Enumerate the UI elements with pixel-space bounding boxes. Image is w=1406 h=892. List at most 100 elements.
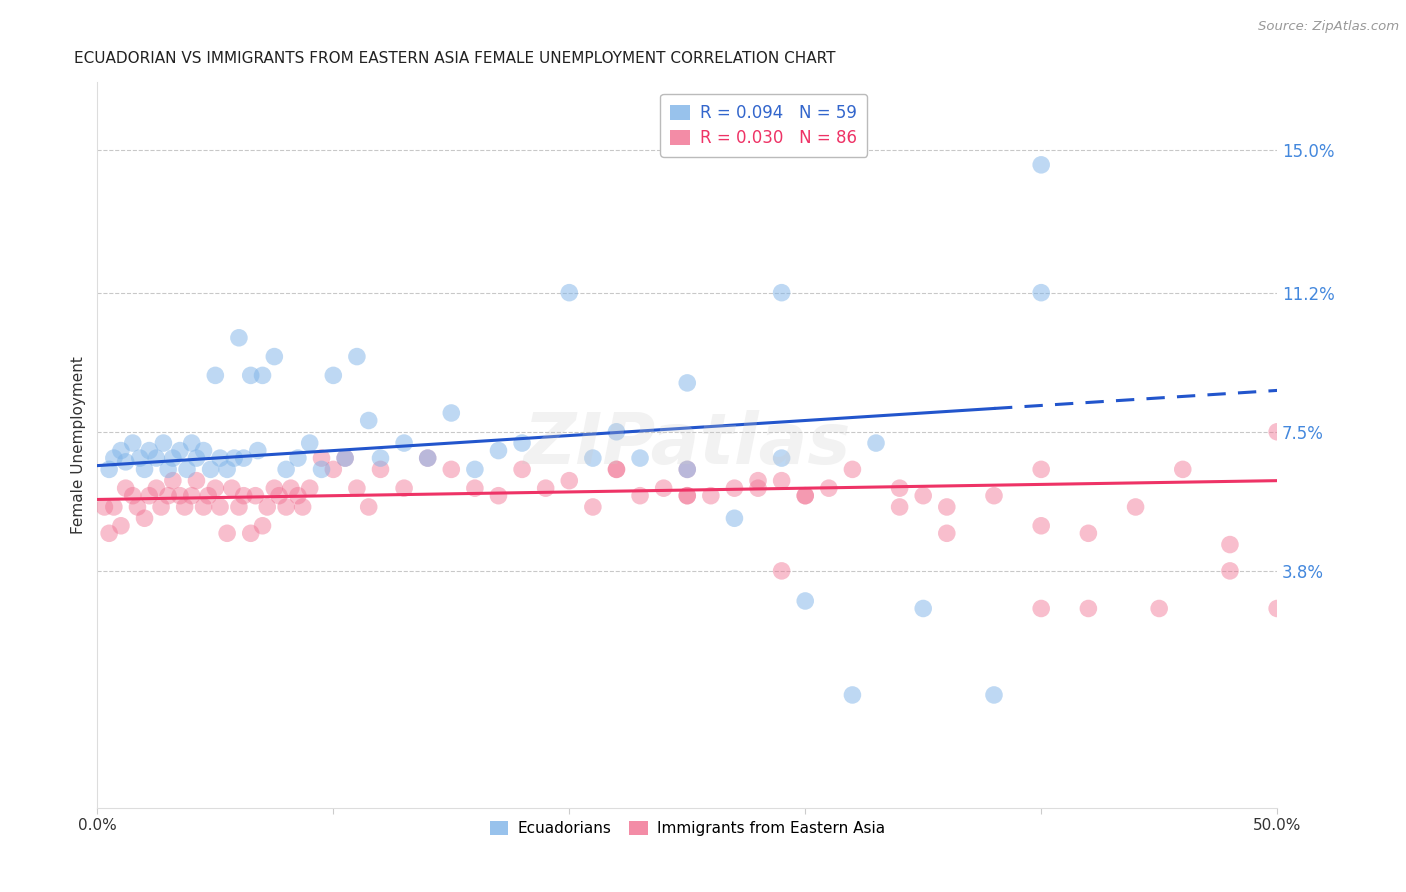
Point <box>93 500 115 514</box>
Point <box>152 436 174 450</box>
Point <box>263 350 285 364</box>
Point <box>1031 601 1053 615</box>
Point <box>256 500 278 514</box>
Point <box>983 688 1005 702</box>
Point <box>145 451 167 466</box>
Point <box>245 489 267 503</box>
Point <box>370 451 392 466</box>
Point <box>1031 462 1053 476</box>
Point <box>912 601 935 615</box>
Point <box>311 462 333 476</box>
Point <box>1031 158 1053 172</box>
Point <box>1031 518 1053 533</box>
Point <box>110 518 132 533</box>
Point <box>346 350 368 364</box>
Point <box>440 462 463 476</box>
Point <box>747 474 769 488</box>
Point <box>770 451 793 466</box>
Point <box>134 462 156 476</box>
Point <box>197 489 219 503</box>
Point <box>274 462 297 476</box>
Point <box>298 436 321 450</box>
Point <box>912 489 935 503</box>
Point <box>103 500 125 514</box>
Point <box>162 451 184 466</box>
Point <box>676 489 699 503</box>
Point <box>534 481 557 495</box>
Point <box>582 500 605 514</box>
Point <box>114 455 136 469</box>
Point <box>252 518 274 533</box>
Point <box>157 489 180 503</box>
Point <box>127 500 149 514</box>
Point <box>770 564 793 578</box>
Point <box>217 526 239 541</box>
Point <box>209 500 232 514</box>
Point <box>252 368 274 383</box>
Point <box>162 474 184 488</box>
Point <box>103 451 125 466</box>
Point <box>510 462 533 476</box>
Point <box>311 451 333 466</box>
Point <box>128 451 150 466</box>
Point <box>1219 564 1241 578</box>
Point <box>558 474 581 488</box>
Point <box>652 481 675 495</box>
Point <box>193 443 215 458</box>
Point <box>628 451 651 466</box>
Point <box>841 462 863 476</box>
Point <box>239 368 262 383</box>
Point <box>605 462 627 476</box>
Point <box>193 500 215 514</box>
Point <box>1171 462 1194 476</box>
Point <box>232 489 254 503</box>
Point <box>582 451 605 466</box>
Point <box>1077 601 1099 615</box>
Point <box>267 489 290 503</box>
Point <box>204 481 226 495</box>
Point <box>169 489 191 503</box>
Point <box>558 285 581 300</box>
Point <box>228 331 250 345</box>
Point <box>464 481 486 495</box>
Point <box>98 462 121 476</box>
Point <box>700 489 723 503</box>
Point <box>416 451 439 466</box>
Point <box>488 443 510 458</box>
Point <box>841 688 863 702</box>
Point <box>676 462 699 476</box>
Point <box>794 594 817 608</box>
Point <box>114 481 136 495</box>
Point <box>291 500 314 514</box>
Point <box>333 451 356 466</box>
Point <box>983 489 1005 503</box>
Point <box>1219 538 1241 552</box>
Point <box>173 500 195 514</box>
Text: ZIPatlas: ZIPatlas <box>523 410 851 479</box>
Point <box>935 526 957 541</box>
Point <box>747 481 769 495</box>
Point <box>134 511 156 525</box>
Point <box>239 526 262 541</box>
Point <box>228 500 250 514</box>
Point <box>186 451 208 466</box>
Point <box>157 462 180 476</box>
Point <box>121 436 143 450</box>
Point <box>145 481 167 495</box>
Point <box>935 500 957 514</box>
Point <box>221 481 243 495</box>
Point <box>357 413 380 427</box>
Point <box>204 368 226 383</box>
Point <box>889 500 911 514</box>
Legend: Ecuadorians, Immigrants from Eastern Asia: Ecuadorians, Immigrants from Eastern Asi… <box>482 814 893 844</box>
Point <box>186 474 208 488</box>
Point <box>770 285 793 300</box>
Point <box>628 489 651 503</box>
Point <box>169 443 191 458</box>
Point <box>280 481 302 495</box>
Point <box>224 451 246 466</box>
Point <box>287 489 309 503</box>
Point <box>138 489 160 503</box>
Point <box>723 481 745 495</box>
Point <box>817 481 839 495</box>
